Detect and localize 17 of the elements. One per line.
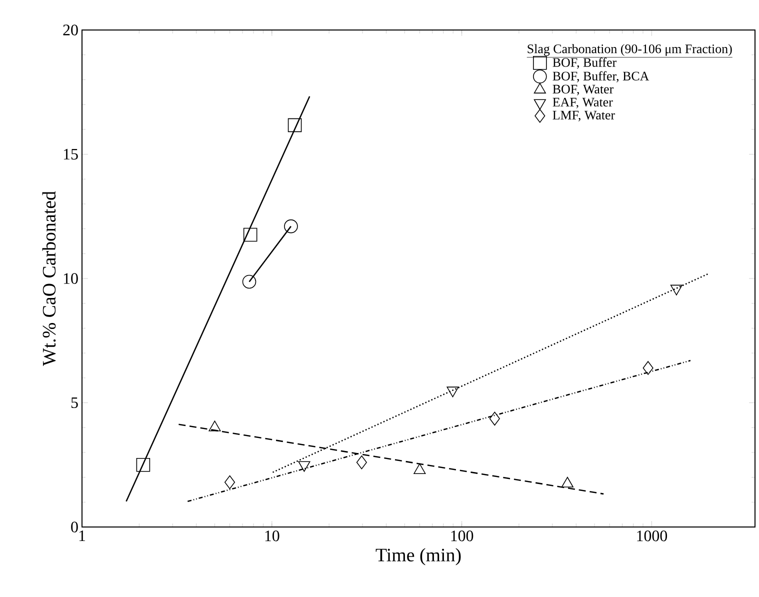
y-tick-label: 0 <box>71 522 78 532</box>
legend-label: BOF, Buffer, BCA <box>552 71 650 82</box>
y-tick-label: 10 <box>64 273 78 284</box>
x-tick-label: 10 <box>265 530 280 542</box>
legend-label: BOF, Water <box>552 84 614 96</box>
y-tick-label: 15 <box>64 148 78 160</box>
x-tick-label: 1000 <box>637 530 668 542</box>
legend-title: Slag Carbonation (90-106 μm Fraction) <box>528 44 732 56</box>
legend-label: BOF, Buffer <box>552 58 616 69</box>
x-axis-title: Time (min) <box>376 548 461 566</box>
x-tick-label: 1 <box>79 530 86 542</box>
legend-label: LMF, Water <box>552 110 615 122</box>
x-tick-label: 100 <box>451 530 474 542</box>
y-tick-label: 5 <box>71 397 78 408</box>
y-tick-label: 20 <box>63 24 78 36</box>
legend-label: EAF, Water <box>552 98 613 108</box>
y-axis-title: Wt.% CaO Carbonated <box>42 191 56 366</box>
